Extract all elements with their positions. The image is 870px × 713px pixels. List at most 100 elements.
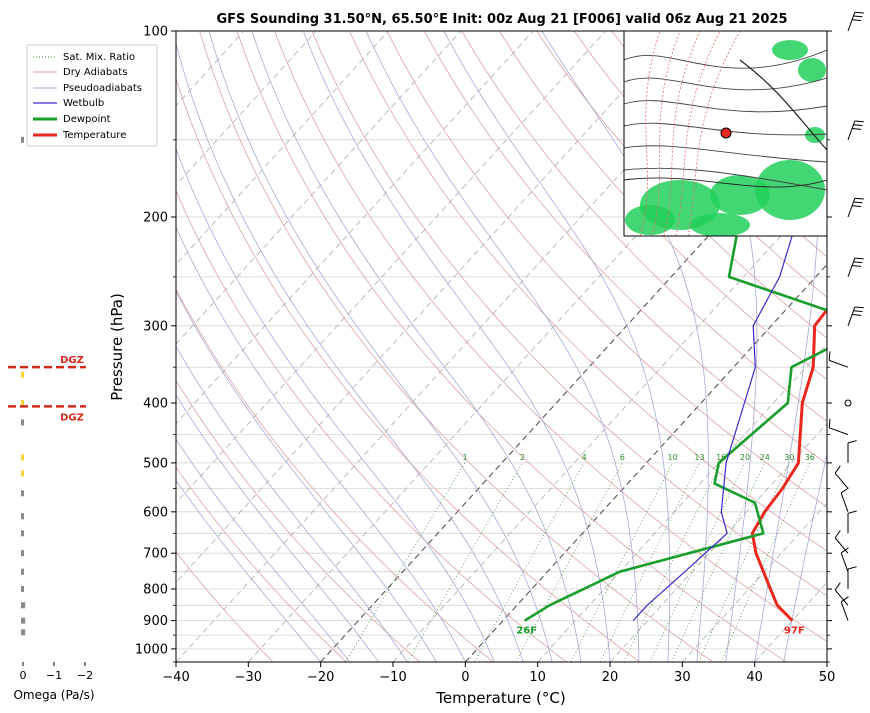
pseudoadiabat <box>541 31 709 662</box>
legend-sat-mix-ratio: Sat. Mix. Ratio <box>63 52 135 63</box>
wind-barb-icon <box>834 582 849 606</box>
omega-axis-label: Omega (Pa/s) <box>13 688 94 702</box>
omega-bar <box>21 550 24 557</box>
mixing-ratio-label: 4 <box>582 453 587 462</box>
omega-bar <box>21 602 26 609</box>
mixing-ratio-label: 16 <box>716 453 726 462</box>
pressure-contour <box>624 167 827 191</box>
mixing-ratio-line <box>407 462 523 662</box>
wind-barb-icon <box>847 306 864 326</box>
legend-dry-adiabats: Dry Adiabats <box>63 67 127 78</box>
x-tick-label: 40 <box>746 670 763 685</box>
mixing-ratio-line <box>570 462 673 662</box>
omega-bar <box>21 513 24 520</box>
wind-barb-icon <box>840 487 849 512</box>
x-tick-label: −30 <box>235 670 262 685</box>
wind-barb-icon <box>847 197 864 218</box>
border-line <box>739 59 827 151</box>
plot-frame <box>175 30 828 663</box>
wind-barb-icon <box>847 11 864 32</box>
isotherm-line <box>537 343 827 662</box>
wind-barb-icon <box>844 399 852 407</box>
mixing-ratio-label: 30 <box>784 453 794 462</box>
omega-panel: 0 −1 −2 DGZ DGZ <box>8 136 93 682</box>
mixing-ratio-line <box>515 462 623 662</box>
mixing-ratio-line <box>599 462 700 662</box>
x-tick-label: 50 <box>819 670 836 685</box>
precip-patch <box>798 58 826 82</box>
isotherm-line <box>682 502 827 662</box>
pseudoadiabat <box>176 394 379 662</box>
temperature-contour <box>663 31 701 236</box>
pseudoadiabat <box>783 451 827 662</box>
y-tick-label: 400 <box>143 397 168 412</box>
wind-barb-icon <box>847 257 864 278</box>
pseudoadiabat <box>176 226 466 662</box>
omega-bar <box>21 454 24 461</box>
mixing-ratio-label: 36 <box>805 453 815 462</box>
pressure-contour <box>624 49 827 69</box>
y-axis-ticks: 100 200 300 400 500 600 700 800 900 1000 <box>135 25 832 663</box>
dry-adiabat <box>176 288 494 662</box>
dry-adiabat <box>573 31 827 298</box>
mixing-ratio-label: 6 <box>620 453 625 462</box>
wind-barb-icon <box>847 510 857 534</box>
pseudoadiabat <box>176 290 437 662</box>
omega-bar <box>21 419 24 426</box>
pressure-contour <box>624 100 827 113</box>
y-tick-label: 900 <box>143 614 168 629</box>
wind-barb-icon <box>828 351 849 368</box>
legend-temperature: Temperature <box>62 130 126 141</box>
omega-tick-label: 0 <box>20 669 27 682</box>
isotherm-line <box>176 31 606 504</box>
isotherm-line <box>826 661 827 662</box>
isotherm-line <box>176 31 534 425</box>
temperature-contour <box>639 31 661 236</box>
wind-barb-icon <box>847 566 857 590</box>
precip-patch <box>755 160 825 220</box>
mixing-ratio-label: 1 <box>462 453 467 462</box>
border-line <box>624 177 827 188</box>
dry-adiabat <box>236 31 787 662</box>
isotherm-line <box>176 31 462 345</box>
temperature-surface-label: 97F <box>784 626 805 637</box>
dry-adiabat <box>386 31 827 508</box>
y-tick-label: 200 <box>143 211 168 226</box>
dry-adiabat <box>498 31 827 380</box>
mixing-ratio-line <box>345 462 466 662</box>
inset-map <box>623 30 828 237</box>
isotherm-line <box>176 31 317 186</box>
omega-bar <box>21 568 24 575</box>
y-tick-label: 1000 <box>135 642 168 657</box>
precip-patch <box>710 175 770 215</box>
wind-barb-icon <box>847 440 857 463</box>
pseudoadiabat <box>365 31 640 662</box>
pseudoadiabat <box>176 345 408 662</box>
wind-barb-icon <box>834 465 849 489</box>
mixing-ratio-line <box>474 462 585 662</box>
mixing-ratio-label: 2 <box>520 453 525 462</box>
wind-barb-icon <box>847 120 864 140</box>
omega-bar <box>21 490 24 497</box>
isotherm-line <box>176 31 389 266</box>
wind-barb-icon <box>840 596 849 621</box>
pseudoadiabat <box>208 31 553 662</box>
y-tick-label: 500 <box>143 456 168 471</box>
omega-bar <box>21 470 24 477</box>
pseudoadiabat <box>302 31 611 662</box>
temperature-contour <box>675 31 721 236</box>
pseudoadiabat <box>754 31 820 662</box>
dgz-label: DGZ <box>60 412 84 423</box>
y-tick-label: 100 <box>143 25 168 40</box>
mixing-ratio-line <box>720 462 811 662</box>
omega-bar <box>21 136 24 143</box>
dry-adiabat <box>536 31 827 339</box>
pseudoadiabat <box>176 147 495 662</box>
mixing-ratio-line <box>671 462 766 662</box>
omega-bar <box>21 617 26 624</box>
pseudoadiabat <box>443 31 671 662</box>
omega-bar <box>21 586 24 593</box>
isotherm-line <box>464 263 827 662</box>
mixing-ratio-label: 10 <box>668 453 678 462</box>
